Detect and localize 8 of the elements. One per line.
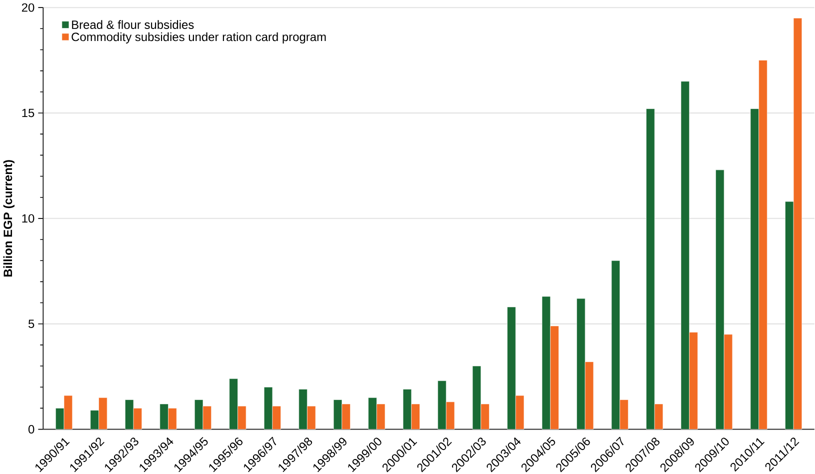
- y-tick-label: 5: [28, 320, 34, 328]
- y-tick-label: 15: [22, 108, 34, 118]
- y-axis-title: Billion EGP (current): [3, 160, 14, 276]
- legend-label: Commodity subsidies under ration card program: [72, 32, 326, 44]
- y-tick-label: 10: [22, 214, 34, 223]
- legend-label: Bread & flour subsidies: [72, 20, 194, 29]
- y-tick-label: 0: [28, 424, 34, 434]
- y-tick-label: 20: [22, 3, 34, 12]
